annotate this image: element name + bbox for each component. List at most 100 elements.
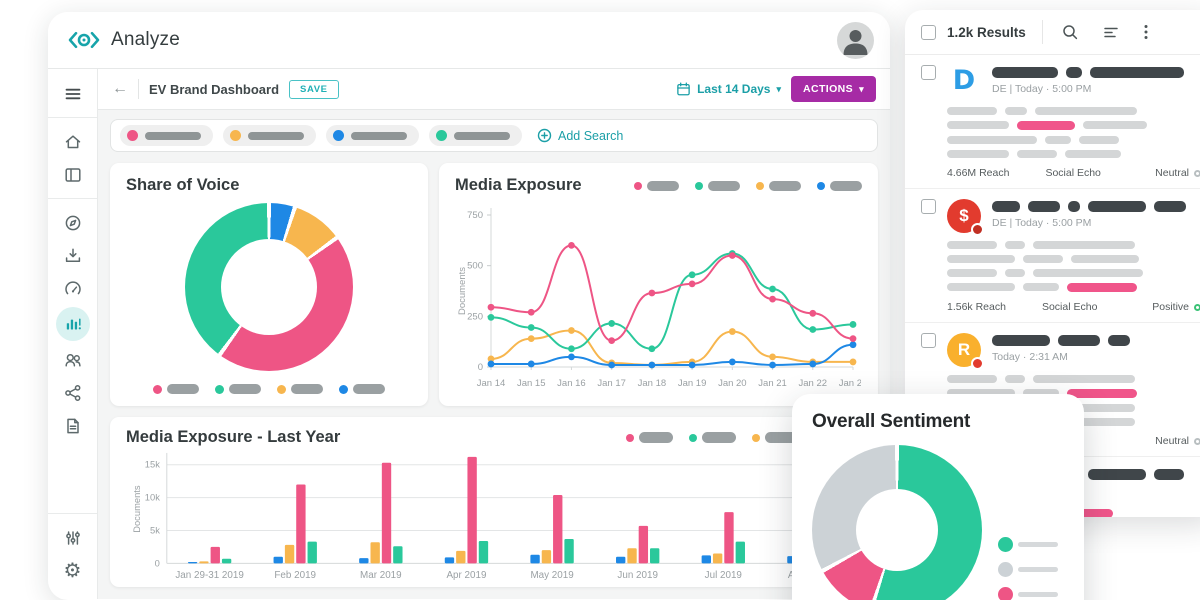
redacted-text-bar: [1088, 201, 1146, 212]
svg-text:Feb 2019: Feb 2019: [274, 570, 316, 581]
sentiment-label[interactable]: Neutral: [1155, 167, 1200, 179]
settings-gear-icon[interactable]: ⚙: [63, 559, 82, 582]
date-range-selector[interactable]: Last 14 Days ▾: [676, 81, 781, 97]
search-pill-color-dot: [436, 130, 447, 141]
redacted-text-bar: [947, 136, 1037, 144]
chart-title: Share of Voice: [126, 176, 240, 194]
social-echo-label[interactable]: Social Echo: [1045, 167, 1101, 179]
redacted-search-name: [248, 131, 304, 140]
media-exposure-card: Media Exposure 0 250 500 750 Jan 14 Jan 15 Jan…: [439, 163, 878, 406]
sidebar-item-explore[interactable]: [56, 208, 90, 237]
sidebar-item-gauge[interactable]: [56, 274, 90, 303]
menu-icon[interactable]: [56, 79, 90, 108]
redacted-text-bar: [947, 389, 1015, 397]
search-pill[interactable]: [120, 125, 213, 146]
legend-item[interactable]: [689, 432, 736, 443]
add-search-button[interactable]: Add Search: [537, 128, 623, 143]
svg-text:Jan 22: Jan 22: [799, 378, 828, 389]
user-avatar[interactable]: [837, 22, 874, 59]
back-arrow-icon[interactable]: ←: [112, 80, 128, 97]
search-pill-color-dot: [230, 130, 241, 141]
result-row[interactable]: D DE | Today · 5:00 PM 4.66M Reach Social E…: [905, 55, 1200, 189]
legend-item[interactable]: [752, 432, 799, 443]
redacted-text-bar: [947, 150, 1009, 158]
legend-color-dot: [339, 384, 348, 394]
legend-item[interactable]: [756, 180, 801, 191]
legend-item[interactable]: [998, 562, 1058, 577]
result-checkbox[interactable]: [921, 65, 936, 80]
legend-color-dot: [998, 587, 1013, 600]
redacted-legend-label: [353, 384, 385, 394]
svg-text:10k: 10k: [145, 493, 160, 503]
redacted-text-bar: [1005, 241, 1025, 249]
redacted-legend-label: [1018, 542, 1058, 547]
actions-button[interactable]: ACTIONS ▾: [791, 76, 876, 102]
redacted-text-bar: [1023, 389, 1059, 397]
search-icon[interactable]: [1061, 23, 1079, 41]
legend-item[interactable]: [634, 180, 679, 191]
sidebar-item-documents[interactable]: [56, 411, 90, 440]
redacted-text-bar: [1033, 375, 1135, 383]
media-exposure-last-year-card: Media Exposure - Last Year 0 5k 10k 15k Jan …: [110, 417, 878, 587]
legend-item[interactable]: [339, 384, 385, 394]
sidebar-item-boards[interactable]: [56, 160, 90, 189]
result-checkbox[interactable]: [921, 333, 936, 348]
divider: [48, 117, 97, 118]
legend-item[interactable]: [998, 587, 1058, 600]
legend-item[interactable]: [998, 537, 1058, 552]
legend-color-dot: [634, 181, 642, 190]
legend-item[interactable]: [626, 432, 673, 443]
redacted-text-bar: [1045, 136, 1071, 144]
legend-item[interactable]: [153, 384, 199, 394]
legend-item[interactable]: [817, 180, 862, 191]
select-all-checkbox[interactable]: [921, 24, 936, 40]
date-range-label: Last 14 Days: [697, 82, 771, 96]
redacted-text-bar: [1023, 283, 1059, 291]
social-echo-label[interactable]: Social Echo: [1041, 301, 1098, 313]
filters-icon[interactable]: [56, 523, 90, 552]
redacted-text-bar: [992, 335, 1050, 346]
legend-color-dot: [689, 433, 697, 442]
kebab-menu-icon[interactable]: [1143, 23, 1149, 41]
save-button[interactable]: SAVE: [289, 79, 339, 99]
svg-text:Jan 20: Jan 20: [718, 378, 747, 389]
reach-label: 1.56k Reach: [947, 301, 1006, 313]
search-pill[interactable]: [429, 125, 522, 146]
svg-text:Jan 21: Jan 21: [758, 378, 787, 389]
svg-text:750: 750: [467, 210, 483, 221]
divider: [1041, 20, 1043, 44]
redacted-legend-label: [1018, 592, 1058, 597]
redacted-text-bar: [1066, 67, 1082, 78]
redacted-legend-label: [765, 432, 799, 443]
svg-text:Jan 29-31 2019: Jan 29-31 2019: [175, 570, 244, 581]
sentiment-label[interactable]: Positive: [1152, 301, 1200, 313]
search-pill[interactable]: [326, 125, 419, 146]
search-pill[interactable]: [223, 125, 316, 146]
svg-text:Documents: Documents: [132, 485, 142, 533]
app-name: Analyze: [111, 29, 180, 50]
legend-item[interactable]: [277, 384, 323, 394]
result-checkbox[interactable]: [921, 199, 936, 214]
redacted-legend-label: [639, 432, 673, 443]
sidebar-item-analytics-active[interactable]: [55, 307, 90, 341]
svg-text:Jan 19: Jan 19: [678, 378, 707, 389]
legend-item[interactable]: [695, 180, 740, 191]
redacted-text-bar: [947, 107, 997, 115]
result-row[interactable]: $ DE | Today · 5:00 PM 1.56k Reach Social E…: [905, 189, 1200, 323]
legend-item[interactable]: [215, 384, 261, 394]
svg-text:Jan 17: Jan 17: [597, 378, 626, 389]
share-icon[interactable]: [56, 378, 90, 407]
sidebar-rail: ⚙: [48, 69, 98, 599]
redacted-text-bar: [947, 375, 997, 383]
sort-icon[interactable]: [1102, 23, 1120, 41]
legend-color-dot: [756, 181, 764, 190]
redacted-text-bar: [1108, 335, 1130, 346]
search-pill-color-dot: [333, 130, 344, 141]
chart-legend: [634, 180, 862, 191]
sidebar-item-home[interactable]: [56, 127, 90, 156]
svg-text:250: 250: [467, 311, 483, 322]
sidebar-item-inbox[interactable]: [56, 241, 90, 270]
calendar-icon: [676, 81, 691, 97]
sidebar-item-audience[interactable]: [56, 345, 90, 374]
sentiment-label[interactable]: Neutral: [1155, 435, 1200, 447]
